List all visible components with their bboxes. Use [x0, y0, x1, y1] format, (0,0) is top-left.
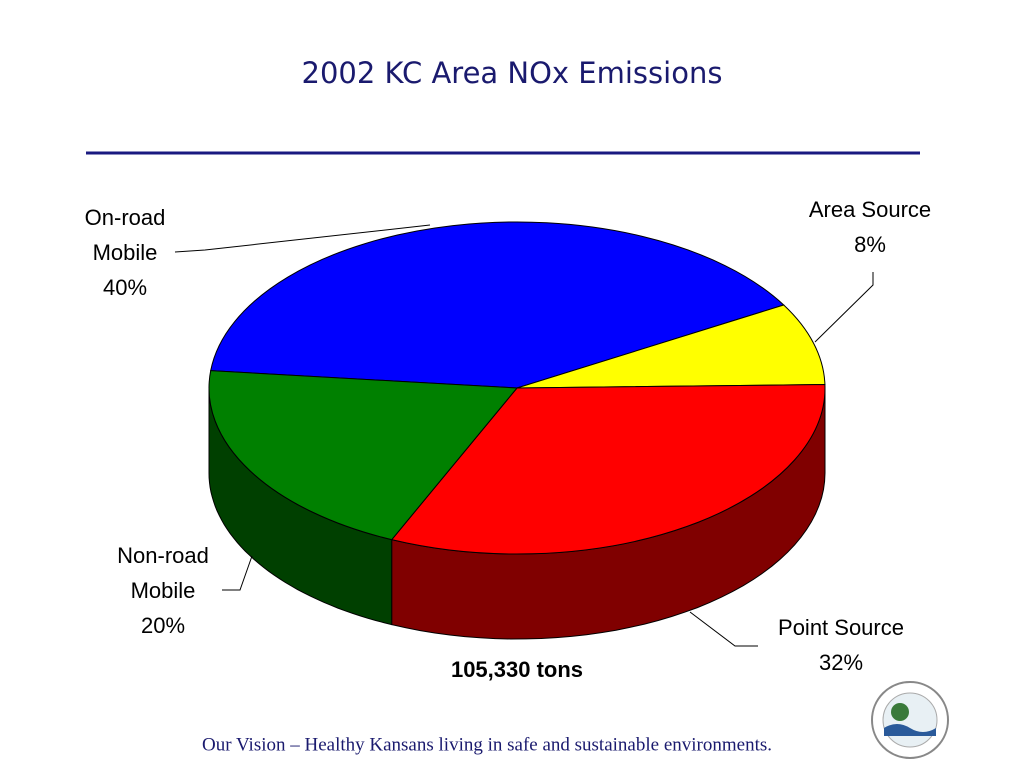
- pie: [208, 221, 826, 640]
- pie-slice: [516, 304, 826, 389]
- slice-label: Point Source 32%: [756, 610, 926, 680]
- leader-line: [689, 611, 758, 647]
- pie-slice: [390, 384, 826, 555]
- chart-title: 2002 KC Area NOx Emissions: [302, 56, 723, 90]
- logo: [871, 681, 949, 759]
- slice-label: Area Source 8%: [785, 192, 955, 262]
- value-label: 40%: [102, 275, 148, 300]
- leader-lines: [174, 224, 874, 647]
- category-name: Point Source: [778, 615, 904, 640]
- pie-slice: [210, 221, 785, 389]
- slice-label: Non-road Mobile 20%: [103, 538, 223, 643]
- category-name: Area Source: [808, 197, 932, 222]
- category-name: On-road Mobile: [84, 205, 166, 265]
- pie-slice: [208, 370, 519, 541]
- leader-line: [222, 555, 253, 591]
- value-label: 8%: [854, 232, 886, 257]
- category-name: Non-road Mobile: [117, 543, 209, 603]
- slice-label: On-road Mobile 40%: [70, 200, 180, 305]
- leader-line: [814, 272, 874, 343]
- value-label: 32%: [818, 650, 864, 675]
- footer: Our Vision – Healthy Kansans living in s…: [202, 734, 772, 755]
- leader-line: [174, 224, 431, 253]
- total-annotation: 105,330 tons: [451, 657, 583, 682]
- value-label: 20%: [140, 613, 186, 638]
